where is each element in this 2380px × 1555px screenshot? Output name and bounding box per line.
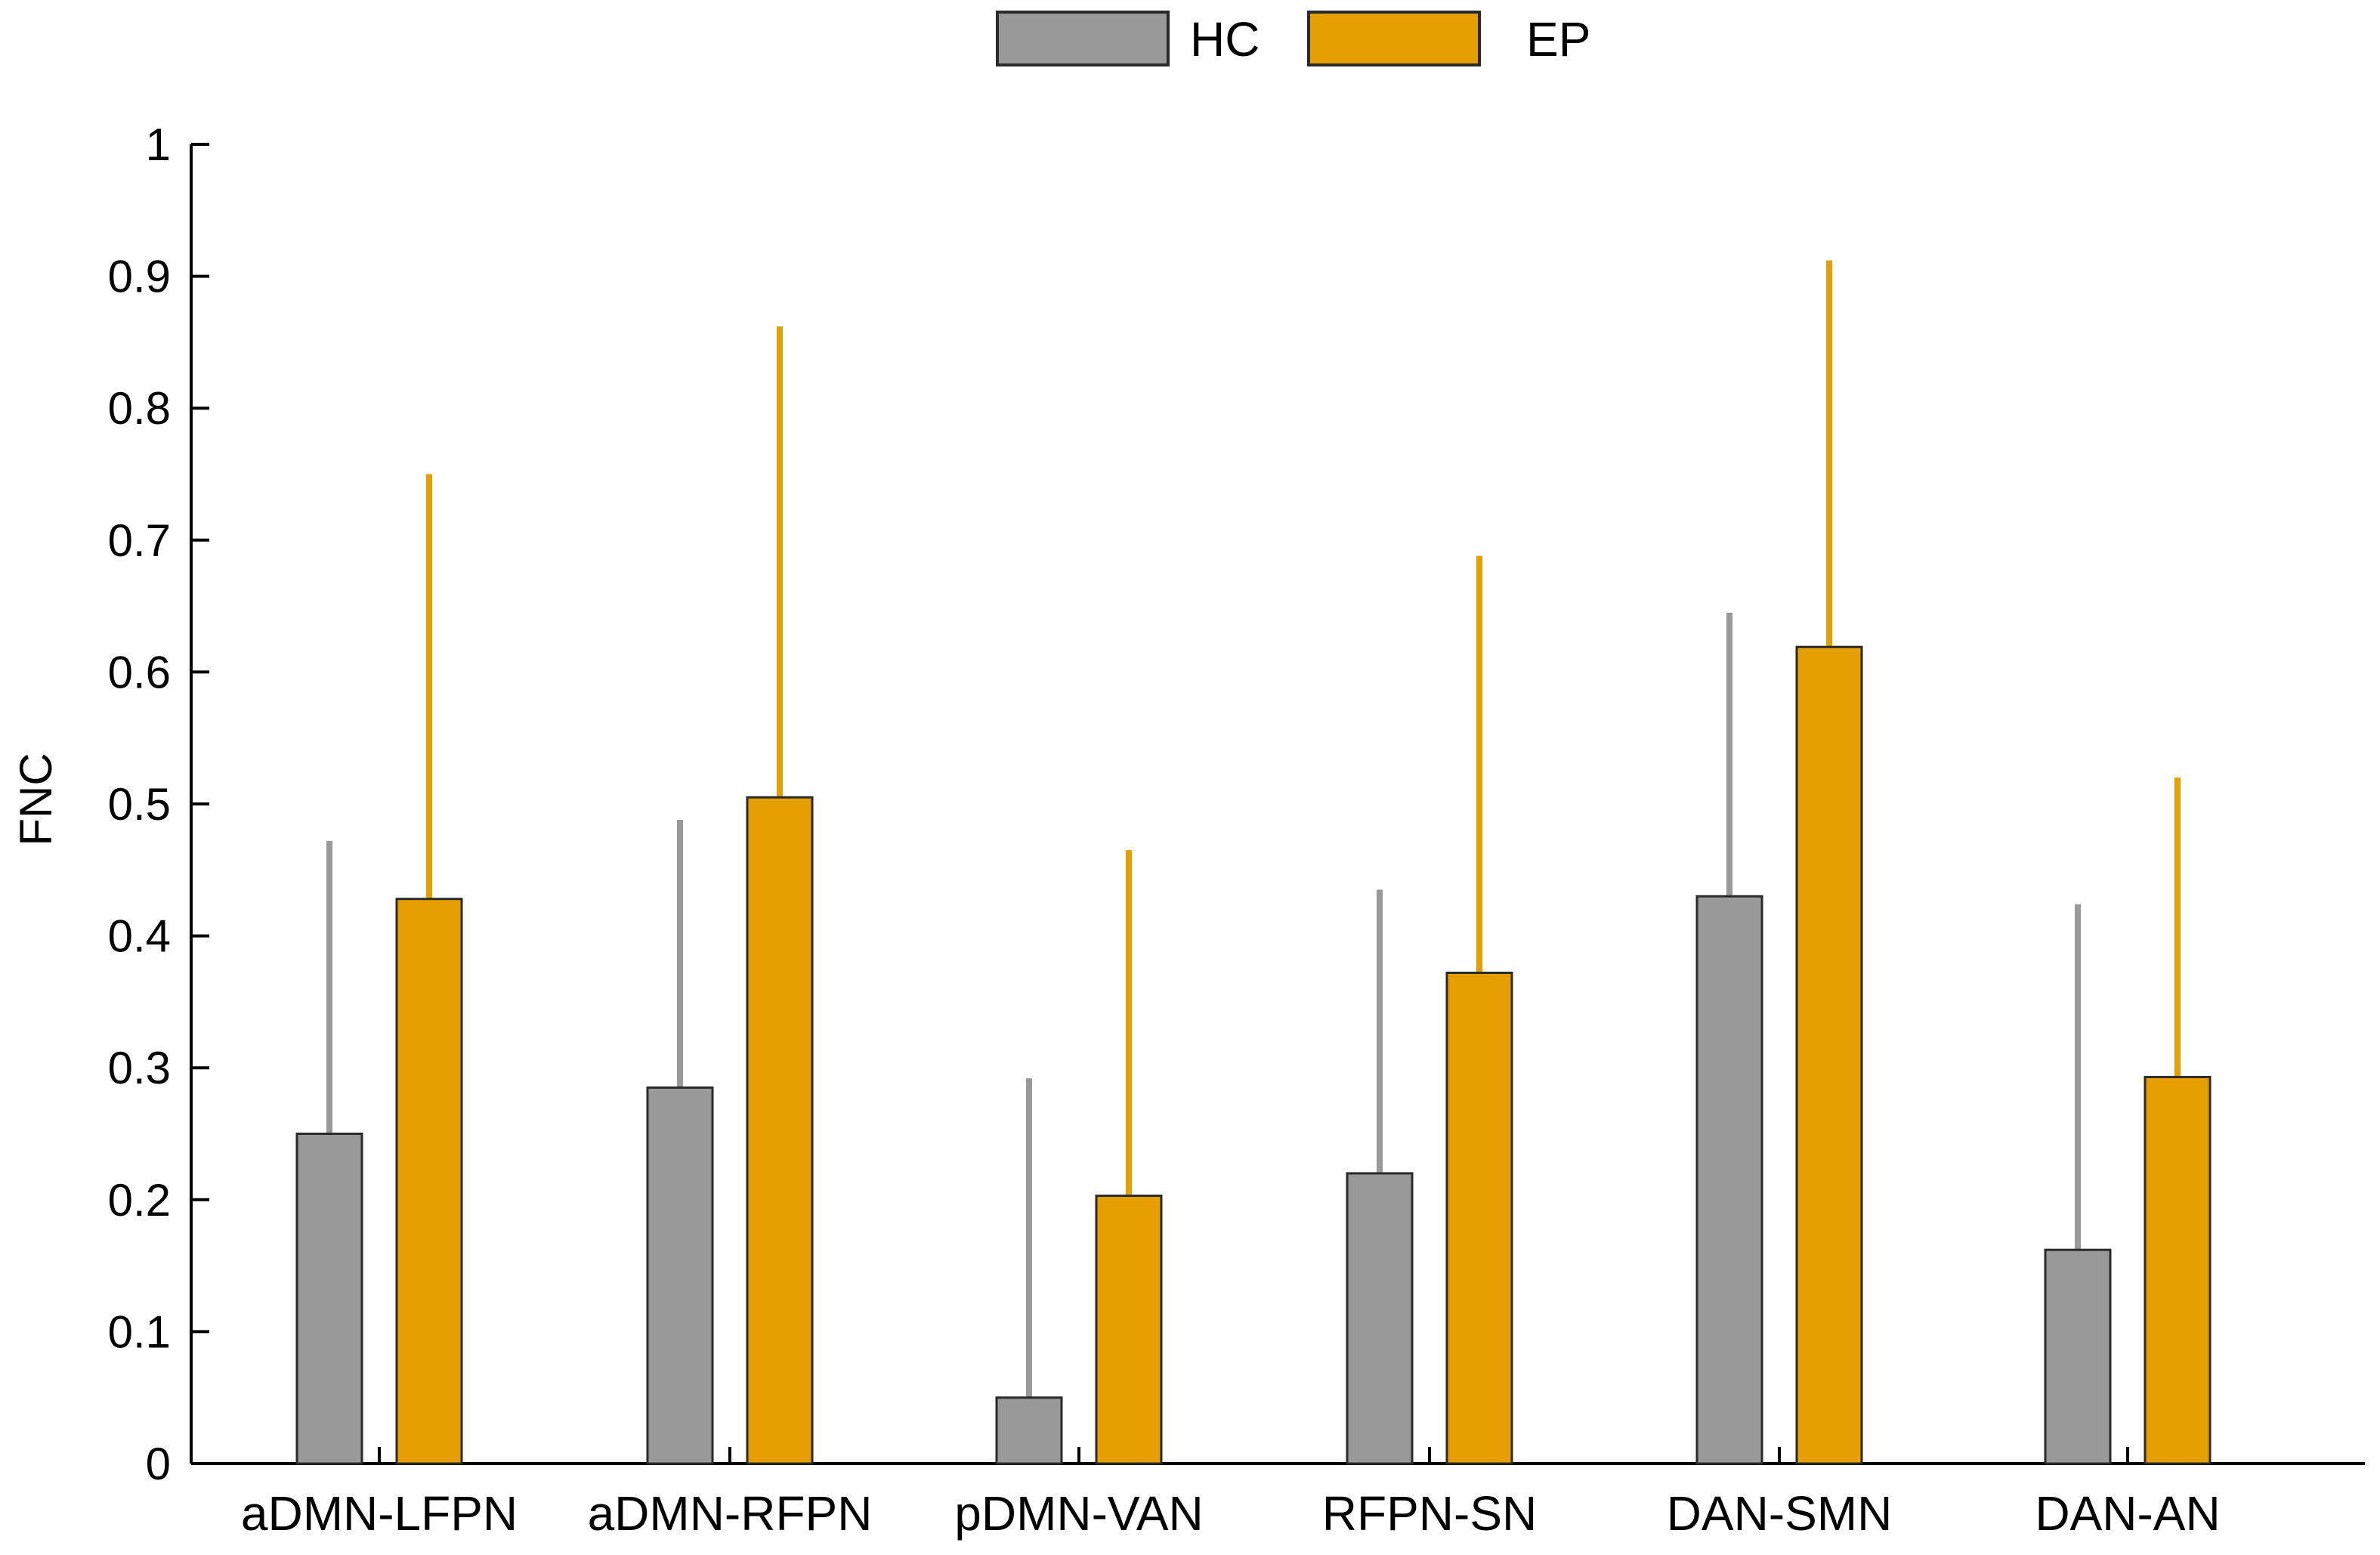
bar-hc	[646, 1086, 714, 1465]
y-axis: 0 0.1 0.2 0.3 0.4 0.5 0.6 0.7 0.8 0.9 1	[108, 119, 209, 1489]
bar-ep	[2144, 1075, 2212, 1465]
y-tick-label: 0.4	[108, 911, 171, 962]
legend-label-hc: HC	[1190, 12, 1260, 66]
y-tick-label: 0.8	[108, 383, 171, 434]
legend-label-ep: EP	[1526, 12, 1590, 66]
y-tick-label: 0.5	[108, 779, 171, 830]
y-tick-label: 1	[146, 119, 171, 170]
bar-ep	[1795, 645, 1863, 1465]
bars	[295, 260, 2212, 1465]
bar-hc	[2044, 1248, 2112, 1465]
bar-hc	[295, 1133, 363, 1465]
y-tick-label: 0.2	[108, 1175, 171, 1226]
y-tick-label: 0.6	[108, 647, 171, 697]
x-tick-label: aDMN-RFPN	[588, 1486, 873, 1541]
x-tick-label: DAN-SMN	[1667, 1486, 1893, 1541]
y-tick-label: 0.3	[108, 1043, 171, 1093]
y-tick-label: 0	[146, 1439, 171, 1489]
y-axis-title: FNC	[11, 753, 61, 846]
x-axis: aDMN-LFPN aDMN-RFPN pDMN-VAN RFPN-SN DAN-SMN…	[191, 1447, 2365, 1541]
legend-swatch-ep	[1307, 11, 1481, 66]
y-tick-label: 0.7	[108, 515, 171, 566]
bar-hc	[1695, 895, 1763, 1465]
bar-ep	[1095, 1195, 1163, 1465]
y-tick-label: 0.1	[108, 1306, 171, 1357]
bar-ep	[746, 796, 814, 1465]
x-tick-label: RFPN-SN	[1322, 1486, 1537, 1541]
legend-swatch-hc	[996, 11, 1170, 66]
x-tick-label: pDMN-VAN	[954, 1486, 1204, 1541]
bar-hc	[1346, 1172, 1414, 1465]
x-tick-label: aDMN-LFPN	[241, 1486, 518, 1541]
bar-ep	[1445, 971, 1513, 1465]
bar-ep	[395, 898, 463, 1465]
bar-hc	[995, 1396, 1063, 1465]
legend: HC EP	[996, 11, 1590, 66]
x-tick-label: DAN-AN	[2035, 1486, 2220, 1541]
y-tick-label: 0.9	[108, 252, 171, 302]
